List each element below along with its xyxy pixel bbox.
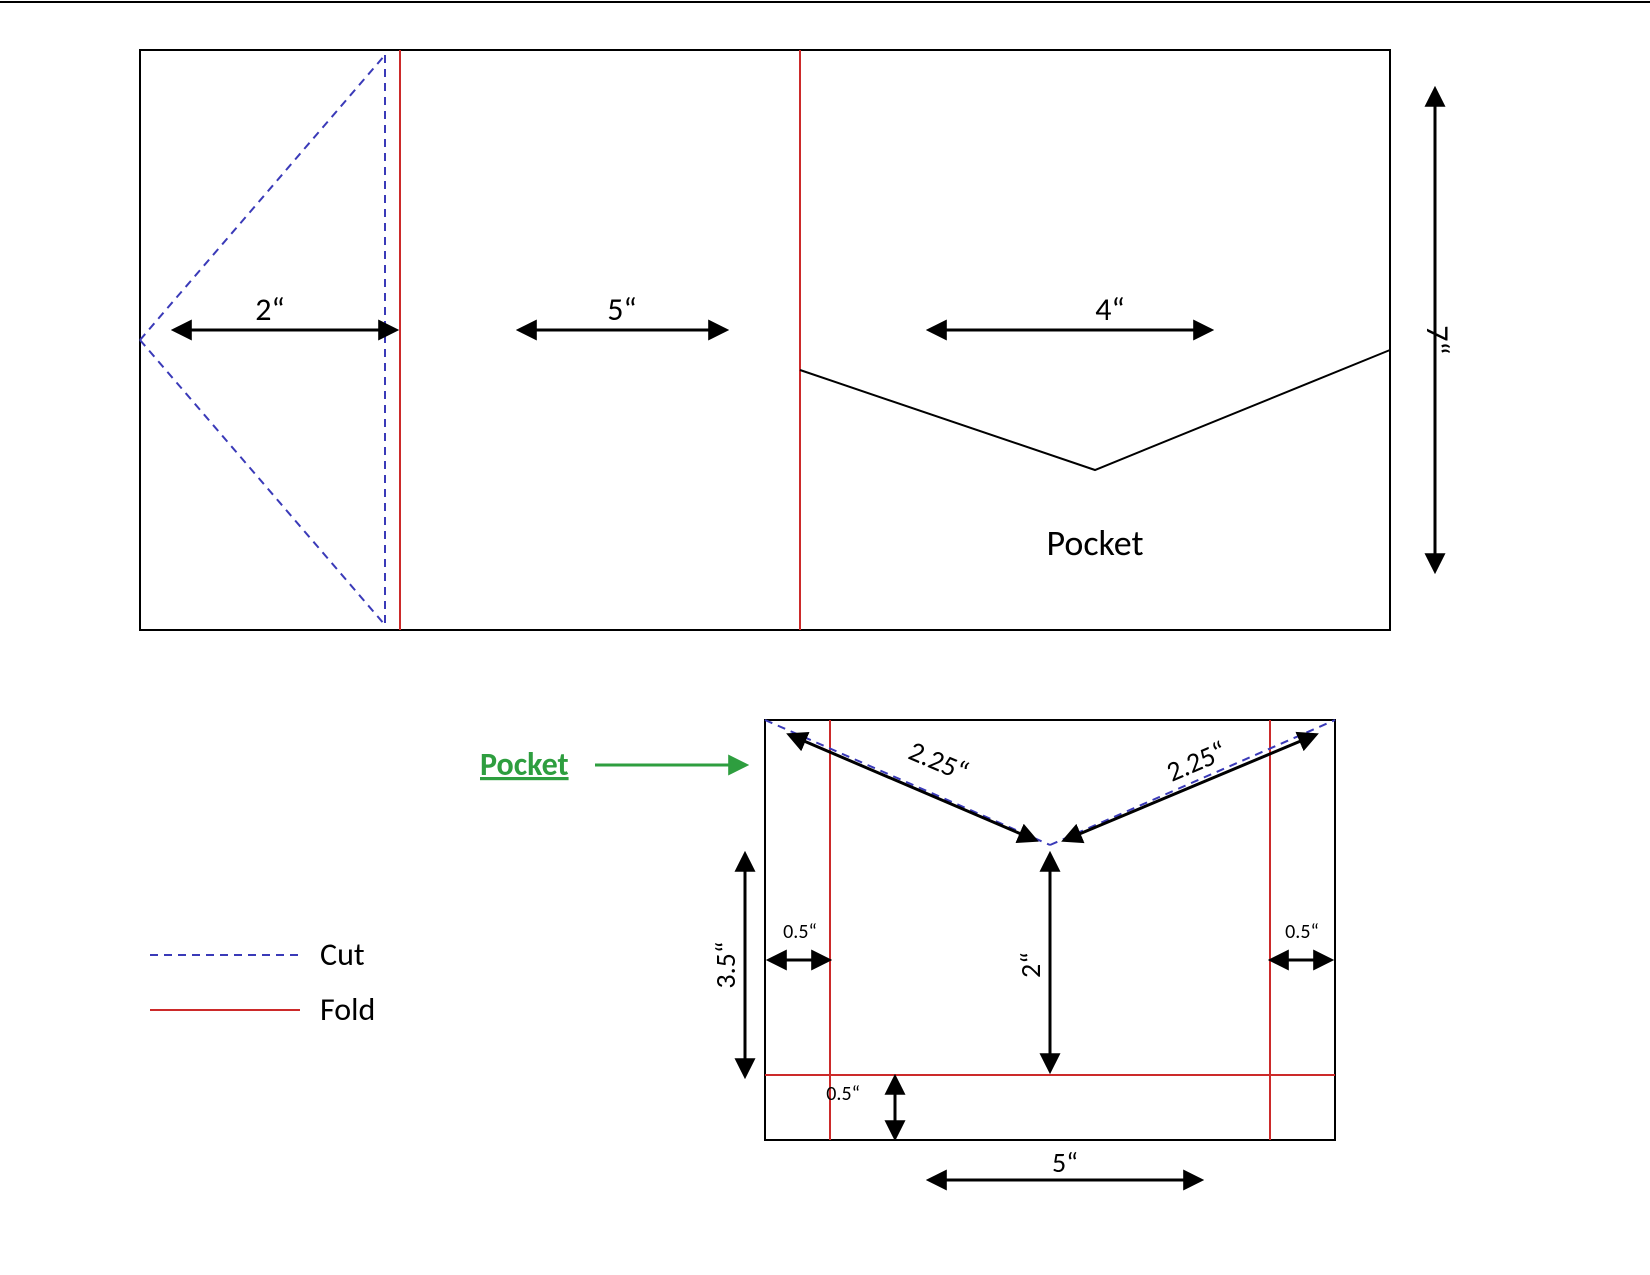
main-cut-lower	[140, 340, 385, 625]
dim-7in-label: 7“	[1418, 325, 1457, 355]
pocket-cut-left	[765, 720, 1050, 845]
dim-4in: 4“	[930, 290, 1210, 330]
dim-diag-left-label: 2.25“	[904, 733, 974, 789]
main-panel: 2“ 5“ 4“ 7“ Pocket	[140, 50, 1457, 630]
dim-5in: 5“	[520, 290, 725, 330]
diagram-canvas: 2“ 5“ 4“ 7“ Pocket Pocket	[0, 0, 1650, 1275]
pocket-cut-right	[1050, 720, 1335, 845]
dim-half-left-label: 0.5“	[783, 920, 817, 944]
dim-3p5in-label: 3.5“	[708, 941, 743, 988]
dim-5in-pocket-label: 5“	[1052, 1145, 1078, 1180]
main-pocket-v	[800, 350, 1390, 470]
pocket-panel: 2.25“ 2.25“ 3.5“ 2“ 0.5“ 0.5“ 0.5“	[708, 720, 1335, 1180]
legend: Cut Fold	[150, 935, 375, 1029]
dim-2in-pocket: 2“	[1013, 855, 1050, 1070]
main-pocket-label: Pocket	[1046, 521, 1143, 565]
dim-2in-label: 2“	[255, 290, 285, 329]
pocket-callout-label: Pocket	[480, 745, 569, 784]
dim-diag-right: 2.25“	[1065, 733, 1315, 840]
dim-5in-label: 5“	[607, 290, 637, 329]
dim-half-left: 0.5“	[770, 920, 828, 960]
dim-7in: 7“	[1418, 90, 1457, 570]
dim-2in: 2“	[175, 290, 395, 330]
dim-half-right: 0.5“	[1272, 920, 1330, 960]
dim-2in-pocket-label: 2“	[1013, 952, 1048, 978]
pocket-callout: Pocket	[480, 745, 745, 784]
legend-cut-label: Cut	[320, 935, 365, 974]
dim-diag-left: 2.25“	[790, 733, 1035, 840]
dim-3p5in: 3.5“	[708, 855, 745, 1075]
legend-fold-label: Fold	[320, 990, 375, 1029]
dim-4in-label: 4“	[1095, 290, 1125, 329]
dim-half-bottom-label: 0.5“	[826, 1082, 860, 1106]
main-outline	[140, 50, 1390, 630]
dim-half-right-label: 0.5“	[1285, 920, 1319, 944]
dim-5in-pocket: 5“	[930, 1145, 1200, 1180]
dim-half-bottom: 0.5“	[826, 1078, 895, 1137]
